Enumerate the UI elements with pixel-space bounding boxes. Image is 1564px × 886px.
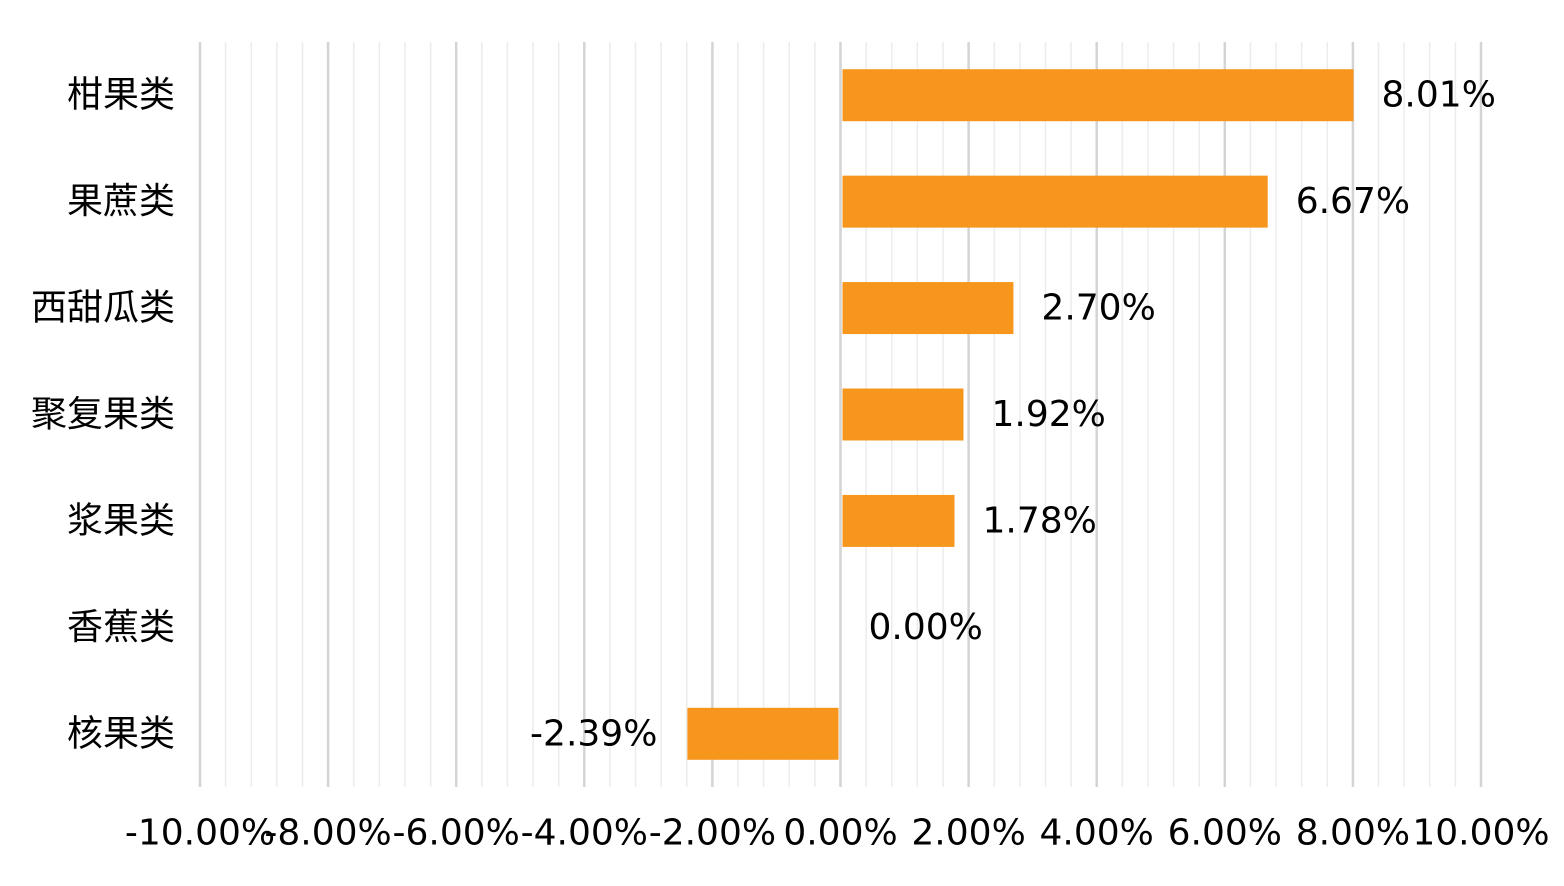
bar	[842, 388, 964, 441]
x-tick-label: -2.00%	[649, 813, 776, 854]
category-label: 西甜瓜类	[31, 288, 175, 329]
data-label: 1.78%	[983, 500, 1097, 541]
category-label: 聚复果类	[31, 394, 175, 435]
bar	[842, 282, 1014, 335]
category-label: 核果类	[67, 713, 175, 754]
x-tick-label: -6.00%	[393, 813, 520, 854]
x-tick-label: 2.00%	[911, 813, 1025, 854]
x-tick-label: -8.00%	[264, 813, 391, 854]
grid-lines	[198, 42, 1483, 787]
x-tick-label: -10.00%	[125, 813, 275, 854]
category-label: 果蔗类	[67, 181, 175, 222]
x-tick-label: -4.00%	[521, 813, 648, 854]
data-label: 1.92%	[991, 394, 1105, 435]
data-labels: 8.01% 6.67% 2.70% 1.92% 1.78% 0.00% -2.39%	[530, 75, 1496, 755]
data-label: 0.00%	[869, 607, 983, 648]
data-label: 2.70%	[1041, 288, 1155, 329]
data-label: 6.67%	[1296, 181, 1410, 222]
bar	[842, 494, 955, 547]
x-tick-label: 4.00%	[1040, 813, 1154, 854]
bar	[687, 707, 839, 760]
data-label: -2.39%	[530, 713, 657, 754]
x-tick-label: 0.00%	[783, 813, 897, 854]
x-axis-tick-labels: -10.00%-8.00% -6.00% -4.00% -2.00% 0.00% 2.00…	[125, 813, 1550, 854]
bar	[842, 175, 1268, 228]
x-tick-label: 10.00%	[1412, 813, 1549, 854]
bar	[842, 69, 1354, 122]
data-label: 8.01%	[1382, 75, 1496, 116]
x-tick-label: 6.00%	[1168, 813, 1282, 854]
category-label: 柑果类	[67, 75, 175, 116]
category-label: 香蕉类	[67, 607, 175, 648]
x-tick-label: 8.00%	[1296, 813, 1410, 854]
category-label: 浆果类	[67, 500, 175, 541]
bars	[687, 69, 1354, 760]
